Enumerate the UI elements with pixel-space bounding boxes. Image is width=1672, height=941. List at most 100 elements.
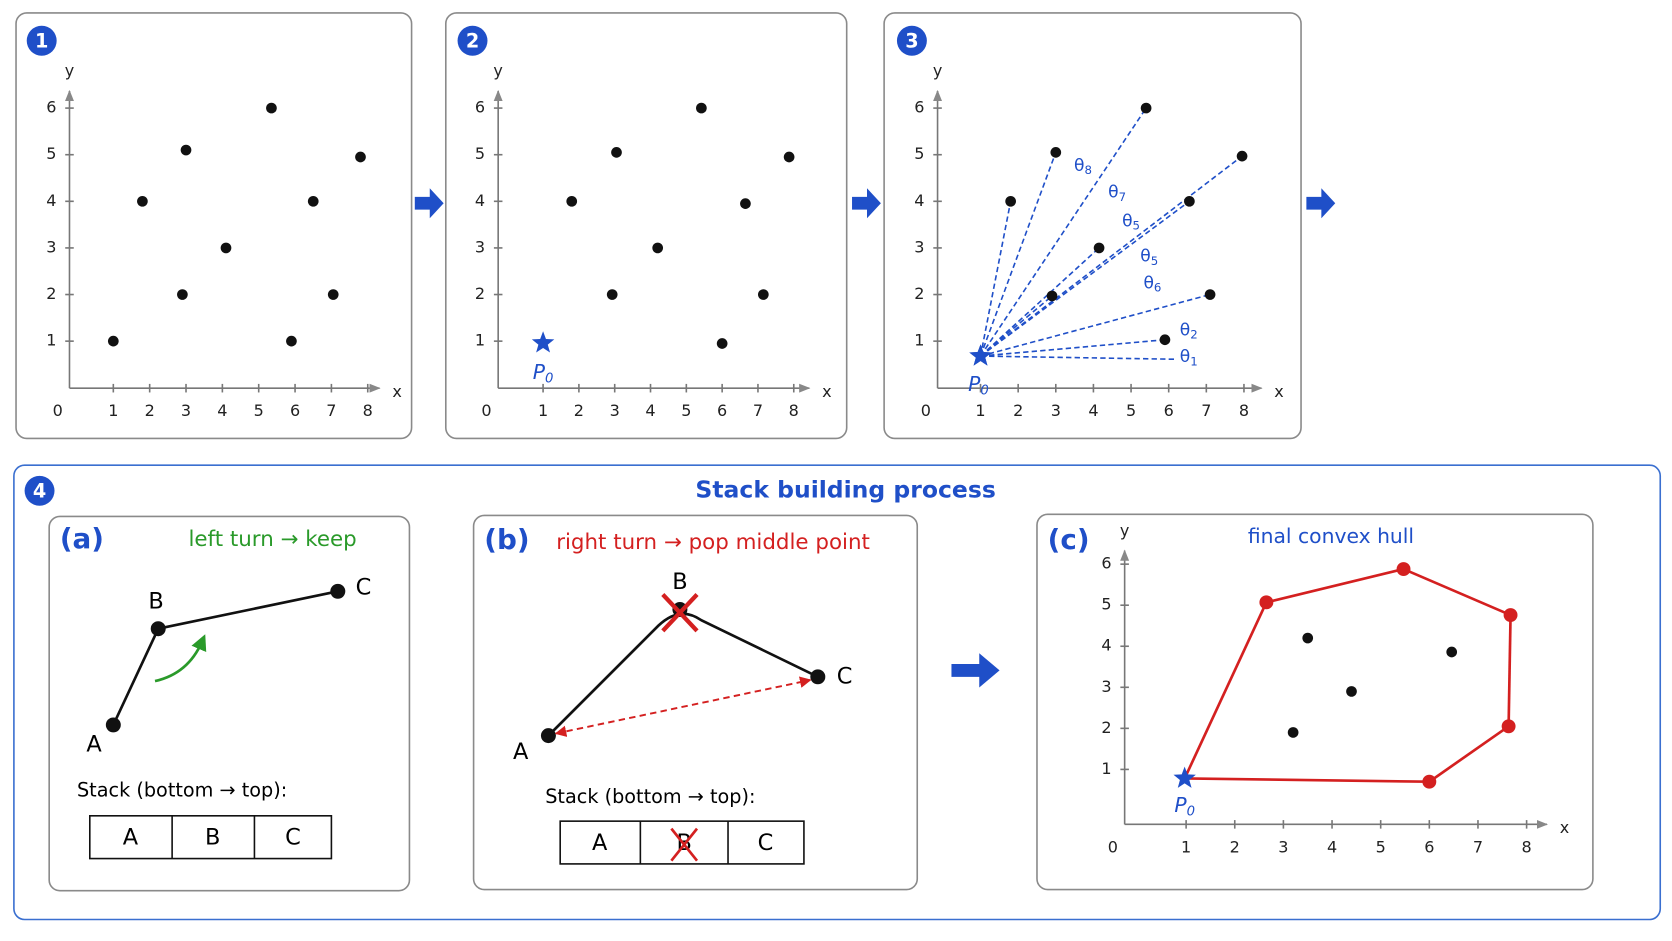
x-tick-label: 4 — [1088, 401, 1098, 420]
y-tick-label: 5 — [1101, 595, 1111, 614]
badge-number: 1 — [35, 29, 48, 52]
y-tick-label: 6 — [475, 98, 485, 117]
point — [566, 195, 578, 207]
angle-label: θ7 — [1108, 183, 1126, 204]
label-sub: 0 — [980, 383, 988, 398]
stack-cell: C — [758, 830, 774, 856]
x-tick-label: 8 — [789, 401, 799, 420]
x-tick-label: 5 — [1376, 837, 1386, 856]
badge-number: 2 — [466, 29, 479, 52]
point — [810, 669, 826, 685]
angle-ray — [980, 355, 1176, 361]
hull-edge — [1428, 725, 1510, 783]
stack-cell: A — [123, 825, 139, 851]
y-tick-label: 6 — [46, 98, 56, 117]
y-tick-label: 4 — [46, 191, 56, 210]
x-tick-label: 3 — [1051, 401, 1061, 420]
label-base: θ — [1143, 273, 1153, 293]
start-point — [1173, 766, 1196, 788]
panel-2 — [444, 12, 848, 440]
badge — [457, 25, 488, 56]
subpanel-a — [48, 515, 411, 892]
caption: final convex hull — [1248, 524, 1414, 548]
hull-edge — [1403, 567, 1512, 617]
point — [1503, 608, 1518, 623]
point — [652, 242, 664, 254]
badge — [26, 25, 57, 56]
badge — [24, 475, 55, 506]
y-tick-label: 4 — [1101, 636, 1111, 655]
point-label: C — [837, 663, 853, 689]
start-point — [531, 331, 555, 353]
x-axis-label: x — [1274, 382, 1283, 401]
arrow — [951, 653, 1000, 688]
y-axis-label: y — [1120, 521, 1129, 540]
x-tick-label: 1 — [1181, 837, 1191, 856]
y-axis-label: y — [65, 61, 74, 80]
point — [1046, 290, 1058, 302]
section-title: Stack building process — [695, 475, 995, 503]
point — [330, 583, 346, 599]
x-tick-label: 3 — [181, 401, 191, 420]
label-sub: 0 — [1187, 805, 1195, 820]
x-tick-label: 7 — [1201, 401, 1211, 420]
x-tick-label: 3 — [1278, 837, 1288, 856]
point — [783, 151, 795, 163]
point — [1140, 102, 1152, 114]
y-axis-label: y — [493, 61, 502, 80]
label-sub: 6 — [1154, 280, 1161, 294]
point-label: P0 — [1174, 793, 1195, 819]
x-tick-label: 6 — [717, 401, 727, 420]
label-sub: 7 — [1119, 189, 1126, 203]
y-tick-label: 5 — [475, 144, 485, 163]
y-tick-label: 5 — [46, 144, 56, 163]
y-tick-label: 2 — [914, 284, 924, 303]
y-tick-label: 5 — [914, 144, 924, 163]
badges: 1 2 3 4 — [24, 25, 927, 506]
caption: right turn → pop middle point — [556, 530, 870, 555]
point — [1287, 727, 1299, 738]
point — [606, 289, 618, 300]
point — [266, 102, 277, 114]
badge-number: 3 — [905, 29, 918, 52]
point — [107, 335, 119, 347]
point-label: A — [513, 739, 529, 765]
x-tick-label: 5 — [254, 401, 264, 420]
x-tick-label: 0 — [921, 401, 931, 420]
angle-ray — [979, 201, 1012, 357]
point — [307, 195, 319, 207]
y-tick-label: 2 — [46, 284, 56, 303]
point — [1259, 595, 1274, 610]
x-tick-label: 7 — [326, 401, 336, 420]
x-tick-label: 2 — [145, 401, 155, 420]
point — [1501, 719, 1516, 734]
y-tick-label: 1 — [46, 331, 56, 350]
label-sub: 1 — [1190, 354, 1197, 368]
y-tick-label: 3 — [46, 237, 56, 256]
angle-ray — [979, 107, 1147, 357]
angle-label: θ8 — [1074, 156, 1092, 177]
x-tick-label: 0 — [53, 401, 63, 420]
y-tick-label: 1 — [914, 331, 924, 350]
label-base: θ — [1180, 320, 1190, 340]
point — [1396, 562, 1411, 577]
point — [220, 242, 232, 254]
point — [1422, 774, 1437, 789]
x-tick-label: 5 — [681, 401, 691, 420]
point — [1005, 195, 1016, 207]
label-sub: 8 — [1084, 163, 1091, 177]
x-tick-label: 4 — [1327, 837, 1337, 856]
label-base: θ — [1180, 347, 1190, 367]
stack-cell: C — [285, 825, 301, 851]
y-axis-label: y — [933, 61, 942, 80]
point-label: P0 — [533, 360, 554, 386]
arrow — [414, 188, 444, 219]
badge — [896, 25, 927, 56]
point-label: B — [672, 569, 687, 595]
point — [1446, 646, 1458, 658]
label-sub: 0 — [545, 371, 553, 386]
angle-ray — [979, 152, 1057, 357]
pop-cross — [670, 827, 699, 862]
point — [150, 621, 166, 637]
angle-label: θ6 — [1143, 273, 1161, 294]
